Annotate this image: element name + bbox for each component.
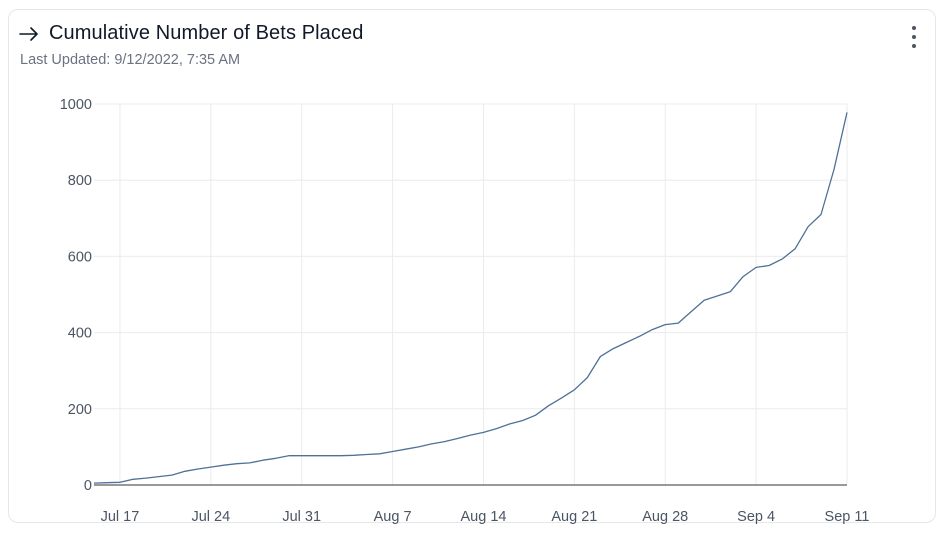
- arrow-right-icon[interactable]: [19, 24, 39, 44]
- y-tick-label: 0: [84, 478, 92, 494]
- x-tick-label: Aug 14: [460, 509, 506, 525]
- last-updated-text: Last Updated: 9/12/2022, 7:35 AM: [20, 52, 241, 68]
- x-tick-label: Jul 31: [282, 509, 321, 525]
- chart-title: Cumulative Number of Bets Placed: [49, 22, 364, 44]
- kebab-menu-icon[interactable]: [907, 24, 921, 50]
- y-tick-label: 600: [68, 249, 92, 265]
- y-tick-label: 400: [68, 326, 92, 342]
- x-tick-label: Aug 21: [551, 509, 597, 525]
- x-tick-label: Jul 24: [191, 509, 230, 525]
- y-tick-label: 1000: [60, 97, 92, 113]
- x-tick-label: Sep 11: [825, 509, 870, 525]
- series-layer: [93, 112, 848, 484]
- y-axis-ticks: 0 200 400 600 800 1000: [60, 97, 92, 494]
- grid-lines: [94, 103, 848, 486]
- x-tick-label: Sep 4: [737, 509, 775, 525]
- y-tick-label: 200: [68, 402, 92, 418]
- y-tick-label: 800: [68, 173, 92, 189]
- x-tick-label: Aug 7: [374, 509, 412, 525]
- chart-card: Cumulative Number of Bets Placed Last Up…: [8, 9, 936, 523]
- series-line: [93, 112, 848, 484]
- x-tick-label: Jul 17: [101, 509, 140, 525]
- x-axis-ticks: Jul 17 Jul 24 Jul 31 Aug 7 Aug 14 Aug 21 Aug 2…: [101, 509, 870, 525]
- x-tick-label: Aug 28: [642, 509, 688, 525]
- card-header: Cumulative Number of Bets Placed: [19, 22, 363, 45]
